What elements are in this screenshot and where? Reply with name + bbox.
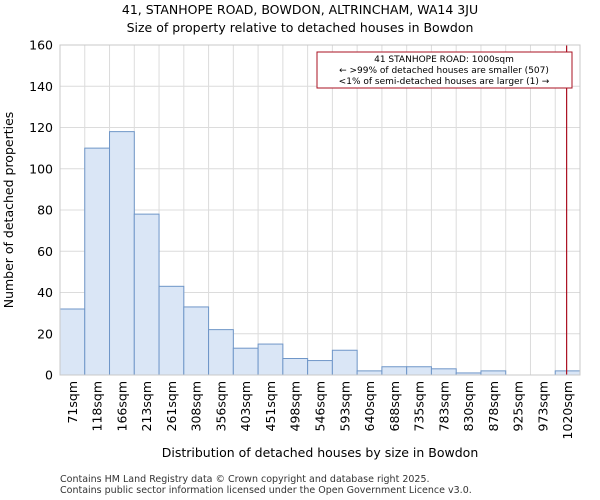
x-tick-label: 688sqm	[387, 381, 402, 431]
x-tick-label: 973sqm	[535, 381, 550, 431]
x-tick-label: 878sqm	[486, 381, 501, 431]
x-tick-label: 261sqm	[164, 381, 179, 431]
chart-title-line-2: Size of property relative to detached ho…	[127, 20, 474, 35]
histogram-bar	[381, 366, 408, 376]
y-tick-label: 60	[37, 244, 53, 259]
histogram-bar	[331, 349, 358, 376]
x-tick-label: 71sqm	[65, 381, 80, 424]
y-tick-label: 80	[37, 203, 53, 218]
y-tick-label: 20	[37, 326, 53, 341]
x-tick-label: 735sqm	[412, 381, 427, 431]
histogram-bar	[133, 213, 160, 376]
y-tick-label: 0	[45, 368, 53, 383]
y-axis-label: Number of detached properties	[1, 112, 16, 309]
x-tick-label: 498sqm	[288, 381, 303, 431]
plot-frame	[59, 44, 581, 376]
x-tick-label: 213sqm	[139, 381, 154, 431]
x-tick-label: 1020sqm	[560, 381, 575, 439]
histogram-bar	[59, 308, 86, 376]
bars-layer	[59, 131, 581, 376]
x-axis-label: Distribution of detached houses by size …	[162, 445, 479, 460]
y-tick-label: 160	[29, 38, 53, 53]
chart-title-line-1: 41, STANHOPE ROAD, BOWDON, ALTRINCHAM, W…	[122, 2, 478, 17]
x-tick-label: 308sqm	[189, 381, 204, 431]
histogram-bar	[554, 370, 581, 376]
histogram-bar	[430, 368, 457, 376]
x-tick-label: 546sqm	[313, 381, 328, 431]
histogram-bar	[406, 366, 432, 376]
y-tick-label: 40	[37, 285, 53, 300]
y-ticks-layer: 0 20 40 60 80 100 120 140 160	[29, 38, 53, 383]
x-tick-label: 593sqm	[337, 381, 352, 431]
y-tick-label: 120	[29, 120, 53, 135]
annotation-line-1: 41 STANHOPE ROAD: 1000sqm	[374, 55, 514, 65]
x-tick-label: 403sqm	[238, 381, 253, 431]
histogram-bar	[158, 285, 185, 376]
x-tick-label: 640sqm	[362, 381, 377, 431]
y-tick-label: 100	[29, 161, 53, 176]
histogram-bar	[257, 343, 284, 376]
histogram-bar	[282, 358, 309, 376]
histogram-bar	[208, 329, 234, 376]
x-tick-label: 925sqm	[511, 381, 526, 431]
annotation-box: 41 STANHOPE ROAD: 1000sqm ← >99% of deta…	[316, 51, 573, 89]
footer-line-1: Contains HM Land Registry data © Crown c…	[60, 474, 430, 485]
x-ticks-layer: 71sqm 118sqm 166sqm 213sqm 261sqm 308sqm 356sq…	[65, 381, 575, 439]
histogram-bar	[183, 306, 210, 376]
histogram-bar	[232, 347, 259, 376]
histogram-bar	[480, 370, 507, 376]
x-tick-label: 451sqm	[263, 381, 278, 431]
footer-line-2: Contains public sector information licen…	[60, 485, 472, 496]
annotation-line-2: ← >99% of detached houses are smaller (5…	[339, 66, 549, 76]
x-tick-label: 356sqm	[213, 381, 228, 431]
x-tick-label: 118sqm	[90, 381, 105, 431]
histogram-bar	[356, 370, 383, 376]
x-tick-label: 166sqm	[114, 381, 129, 431]
histogram-bar	[109, 131, 135, 376]
histogram-bar	[307, 360, 333, 376]
histogram-bar	[84, 147, 111, 376]
x-tick-label: 783sqm	[436, 381, 451, 431]
y-tick-label: 140	[29, 79, 53, 94]
annotation-border	[316, 51, 573, 89]
x-tick-label: 830sqm	[461, 381, 476, 431]
annotation-line-3: <1% of semi-detached houses are larger (…	[339, 77, 550, 87]
